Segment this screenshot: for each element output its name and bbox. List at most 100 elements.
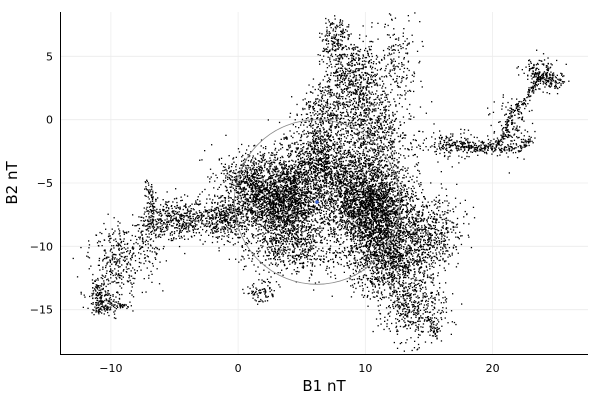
data-point <box>325 169 327 171</box>
data-point <box>414 260 416 262</box>
data-point <box>261 204 263 206</box>
data-point <box>381 202 383 204</box>
data-point <box>350 215 352 217</box>
data-point <box>326 267 328 269</box>
data-point <box>297 254 299 256</box>
data-point <box>288 235 290 237</box>
data-point <box>277 239 279 242</box>
data-point <box>368 257 370 259</box>
data-point <box>290 203 292 205</box>
data-point <box>259 233 261 235</box>
data-point <box>320 186 322 188</box>
data-point <box>408 221 410 223</box>
data-point <box>396 227 398 229</box>
data-point <box>344 221 347 223</box>
data-point <box>311 173 313 175</box>
data-point <box>330 131 333 133</box>
data-point <box>376 175 378 177</box>
data-point <box>385 176 387 178</box>
data-point <box>358 185 360 187</box>
data-point <box>373 237 375 239</box>
data-point <box>281 164 283 166</box>
data-point <box>362 213 364 215</box>
data-point <box>394 260 396 263</box>
data-point <box>246 227 248 229</box>
data-point <box>392 178 395 180</box>
data-point <box>272 205 274 207</box>
data-point <box>396 271 398 273</box>
data-point <box>250 206 252 208</box>
data-point <box>401 210 403 212</box>
data-point <box>262 191 264 193</box>
data-point <box>378 224 381 226</box>
data-point <box>256 218 258 220</box>
data-point <box>412 237 414 239</box>
data-point <box>325 156 327 158</box>
data-point <box>305 226 307 228</box>
data-point <box>388 156 390 158</box>
data-point <box>388 184 390 186</box>
data-point <box>293 201 296 203</box>
data-point <box>360 240 362 242</box>
data-point <box>409 198 411 200</box>
data-point <box>283 178 285 180</box>
data-point <box>304 211 306 213</box>
data-point <box>285 268 287 270</box>
data-point <box>364 208 366 210</box>
data-point <box>291 230 294 232</box>
data-point <box>393 164 396 166</box>
data-point <box>300 173 302 176</box>
data-point <box>304 174 306 176</box>
data-point <box>232 179 234 181</box>
data-point <box>283 199 285 201</box>
data-point <box>362 190 364 193</box>
data-point <box>267 230 269 232</box>
data-point <box>267 255 269 257</box>
data-point <box>397 199 400 202</box>
data-point <box>375 222 377 225</box>
data-point <box>236 210 238 213</box>
data-point <box>279 226 281 228</box>
data-point <box>406 246 408 248</box>
data-point <box>311 211 313 213</box>
data-point <box>285 180 288 183</box>
data-point <box>364 180 367 183</box>
data-point <box>321 206 323 208</box>
data-point <box>365 219 367 221</box>
data-point <box>332 206 334 208</box>
data-point <box>393 146 395 148</box>
data-point <box>284 179 286 181</box>
data-point <box>344 221 346 223</box>
data-point <box>404 185 407 187</box>
data-point <box>373 156 375 159</box>
data-point <box>307 223 309 225</box>
data-point <box>365 173 367 175</box>
data-point <box>384 214 387 216</box>
data-point <box>343 209 346 211</box>
data-point <box>315 157 317 160</box>
data-point <box>366 182 368 184</box>
data-point <box>311 161 313 163</box>
data-point <box>305 155 308 157</box>
data-point <box>303 158 306 160</box>
data-point <box>351 170 353 173</box>
data-point <box>300 162 302 165</box>
data-point <box>256 217 258 220</box>
data-point <box>303 142 305 145</box>
data-point <box>378 167 380 169</box>
data-point <box>298 152 300 154</box>
data-point <box>279 222 281 224</box>
data-point <box>264 205 266 207</box>
data-point <box>381 187 383 189</box>
data-point <box>298 195 300 197</box>
data-point <box>339 168 341 171</box>
data-point <box>369 198 371 200</box>
data-point <box>294 175 296 178</box>
data-point <box>263 197 265 199</box>
data-point <box>380 207 382 209</box>
data-point <box>260 207 262 209</box>
data-point <box>407 210 409 212</box>
data-point <box>277 187 280 189</box>
data-point <box>393 211 396 213</box>
data-point <box>291 216 294 218</box>
